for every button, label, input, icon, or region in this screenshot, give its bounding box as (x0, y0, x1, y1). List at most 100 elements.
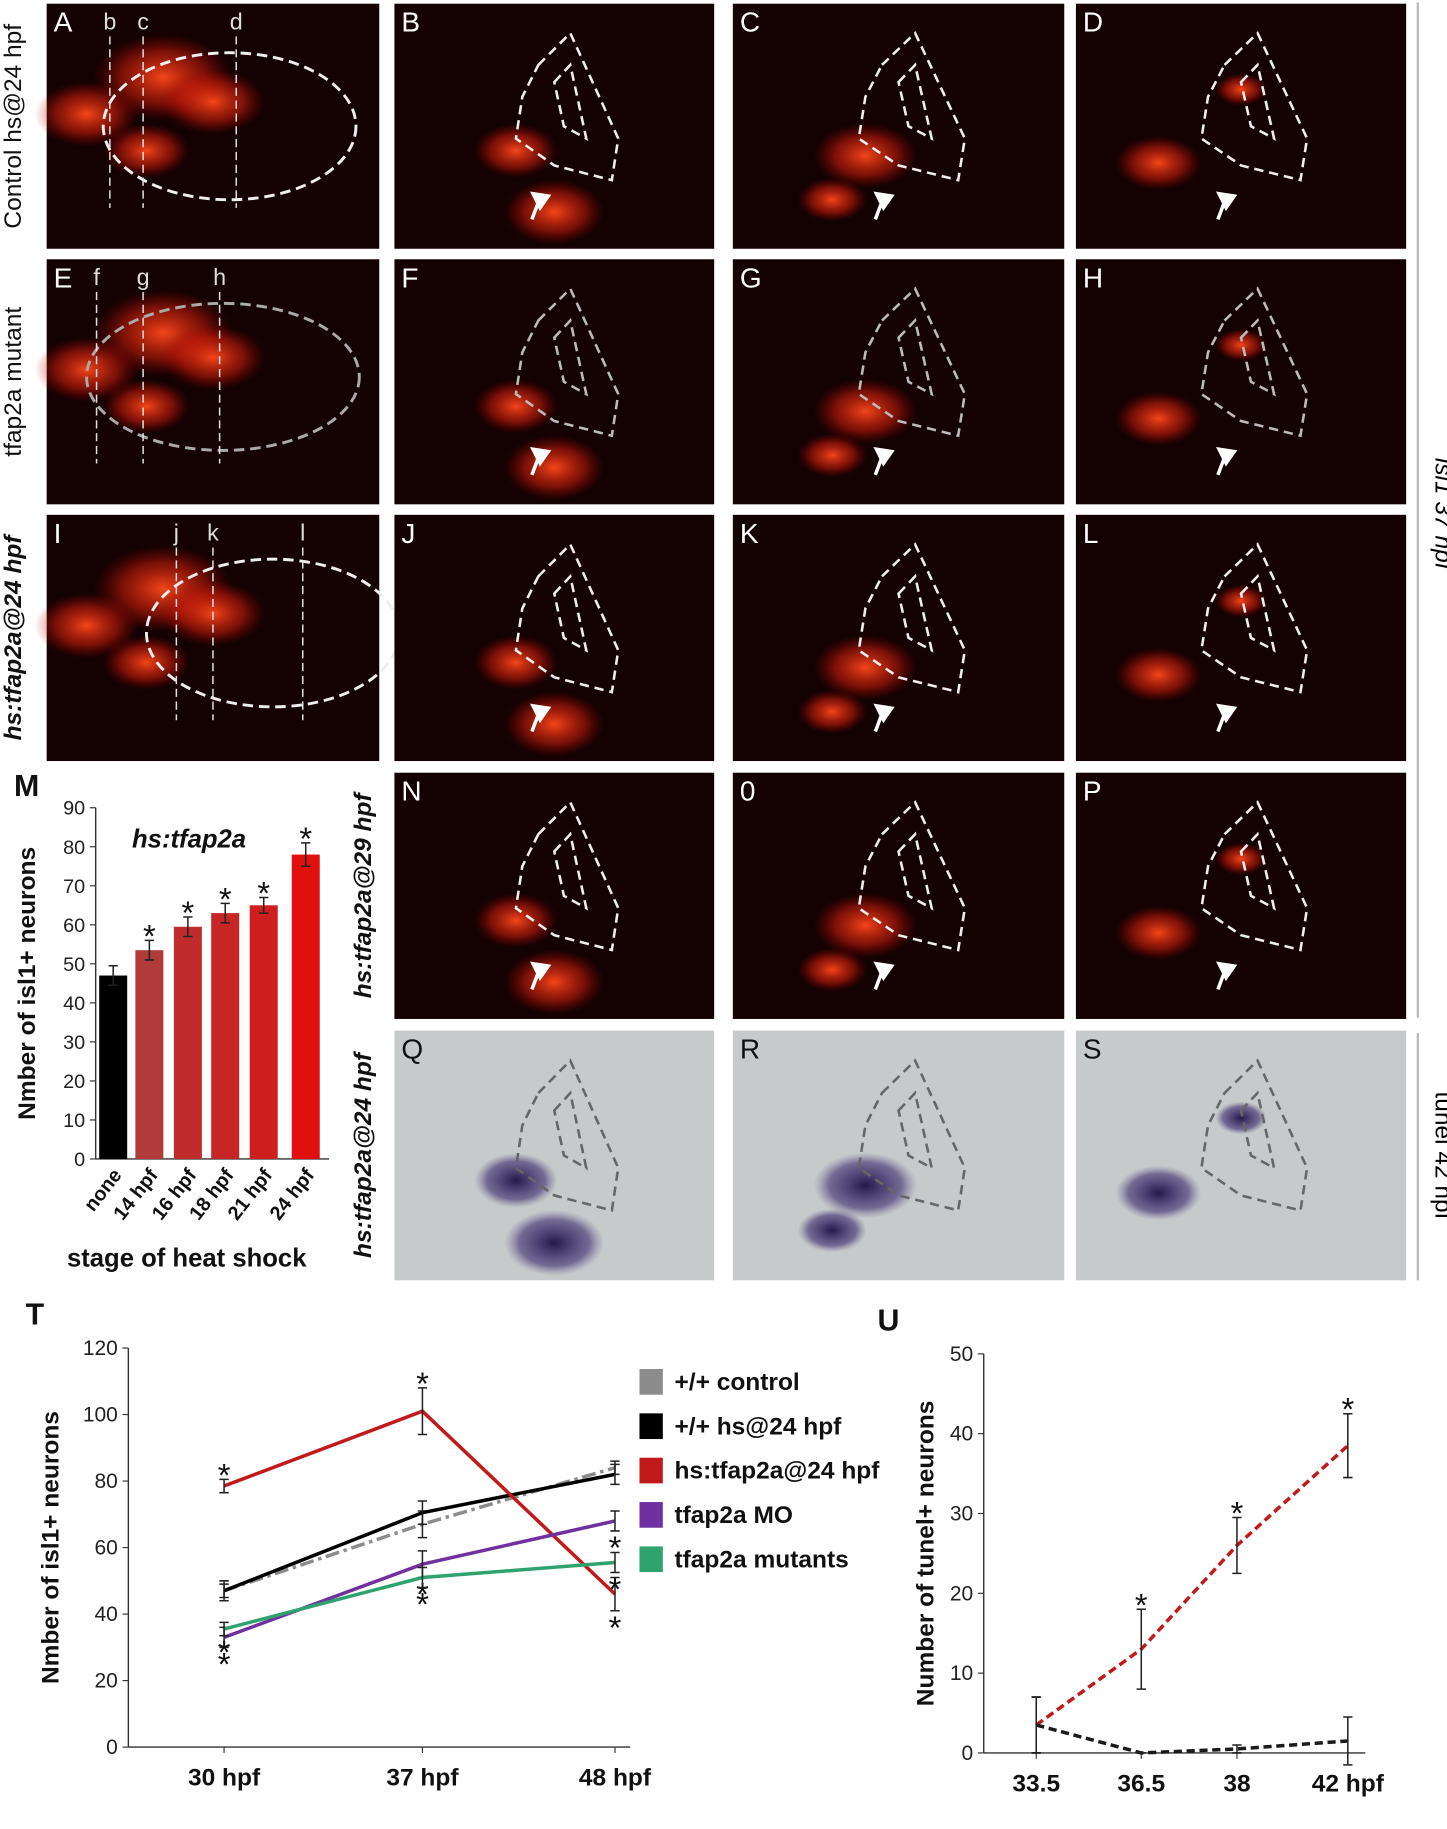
micrograph (1075, 514, 1407, 762)
signal (813, 892, 918, 958)
y-tick-label: 0 (962, 1742, 974, 1765)
error-bar (1031, 1696, 1041, 1754)
signal (474, 635, 558, 690)
outline (897, 62, 934, 141)
panel-letter: H (1083, 262, 1103, 293)
signal (504, 691, 605, 757)
y-tick-label: 80 (63, 837, 85, 859)
signal (161, 324, 265, 390)
signal (1215, 1101, 1267, 1135)
outline (1200, 1058, 1309, 1213)
section-label: b (103, 8, 116, 34)
significance: * (218, 1634, 231, 1671)
signal (474, 123, 558, 178)
panel-letter: K (740, 518, 759, 549)
legend-swatch (639, 1502, 663, 1528)
outline (1200, 30, 1309, 182)
panel-letter: T (26, 1299, 45, 1332)
y-tick-label: 50 (63, 954, 85, 976)
signal (1115, 391, 1202, 446)
panel-letter: F (401, 262, 418, 293)
significance: * (609, 1571, 622, 1608)
outline (857, 1058, 967, 1212)
row-label: hs:tfap2a@24 hpf (350, 1050, 377, 1258)
micrograph (1075, 3, 1407, 249)
y-tick-label: 100 (83, 1404, 118, 1427)
outline (1200, 286, 1309, 438)
outline (897, 831, 934, 911)
outline (1239, 317, 1276, 397)
y-tick-label: 90 (63, 798, 85, 820)
signal (504, 1209, 605, 1276)
panel-letter: S (1083, 1034, 1102, 1065)
arrow (873, 446, 895, 476)
section-label: l (300, 519, 305, 545)
bar (99, 975, 128, 1159)
outline (552, 573, 589, 653)
micrograph (1075, 1030, 1407, 1281)
outline (857, 800, 967, 952)
legend-swatch (639, 1369, 663, 1395)
outline (1239, 831, 1276, 911)
significance: * (299, 820, 312, 857)
panel-letter: Q (401, 1034, 423, 1065)
row-label: hs:tfap2a@24 hpf (0, 533, 27, 741)
micrograph (732, 259, 1065, 505)
panel-letter: J (401, 518, 415, 549)
error-bar (259, 896, 269, 914)
micrograph (732, 1030, 1065, 1281)
error-bar (144, 939, 155, 961)
y-tick-label: 70 (63, 876, 85, 898)
arrow (873, 703, 895, 733)
signal (474, 893, 558, 948)
bar (173, 926, 202, 1159)
arrow (1216, 703, 1238, 733)
outline (897, 573, 934, 653)
x-tick-label: 38 (1223, 1770, 1250, 1797)
arrow (1216, 961, 1238, 991)
arrow (530, 703, 552, 733)
y-axis-label: Number of tunel+ neurons (913, 1401, 940, 1707)
panel-letter: G (740, 262, 762, 293)
bar (291, 854, 320, 1159)
outline (514, 800, 620, 952)
outline (85, 301, 361, 452)
error-bar (417, 1566, 428, 1589)
error-bar (1136, 1608, 1146, 1690)
outline (552, 62, 589, 141)
legend-swatch (639, 1413, 663, 1440)
x-tick-label: 37 hpf (386, 1765, 459, 1792)
signal (474, 1152, 558, 1208)
signal (813, 1152, 918, 1219)
x-tick-label: 24 hpf (266, 1165, 320, 1225)
legend-label: tfap2a mutants (674, 1546, 848, 1573)
outline (552, 317, 589, 397)
panel-letter: I (54, 518, 62, 549)
error-bar (1343, 1716, 1353, 1766)
error-bar (610, 1463, 620, 1486)
error-bar (1343, 1412, 1353, 1479)
panel-letter: C (740, 7, 760, 38)
panel-letter: U (878, 1305, 900, 1338)
error-bar (610, 1510, 620, 1532)
line (1035, 1444, 1349, 1727)
x-tick-label: 42 hpf (1312, 1770, 1385, 1797)
bar (211, 913, 240, 1159)
y-tick-label: 60 (63, 915, 85, 937)
significance: * (609, 1529, 622, 1566)
panel-letter: R (740, 1034, 760, 1065)
arrow (873, 191, 895, 220)
y-tick-label: 10 (950, 1662, 973, 1685)
error-bar (610, 1576, 620, 1612)
y-tick-label: 40 (95, 1603, 118, 1626)
error-bar (610, 1551, 620, 1574)
signal (474, 379, 558, 434)
error-bar (1232, 1744, 1242, 1754)
line (1035, 1723, 1348, 1755)
error-bar (301, 842, 311, 868)
signal (1215, 73, 1267, 106)
panel-letter: 0 (740, 776, 756, 807)
side-label: isl1 37 hpf (1429, 458, 1447, 572)
